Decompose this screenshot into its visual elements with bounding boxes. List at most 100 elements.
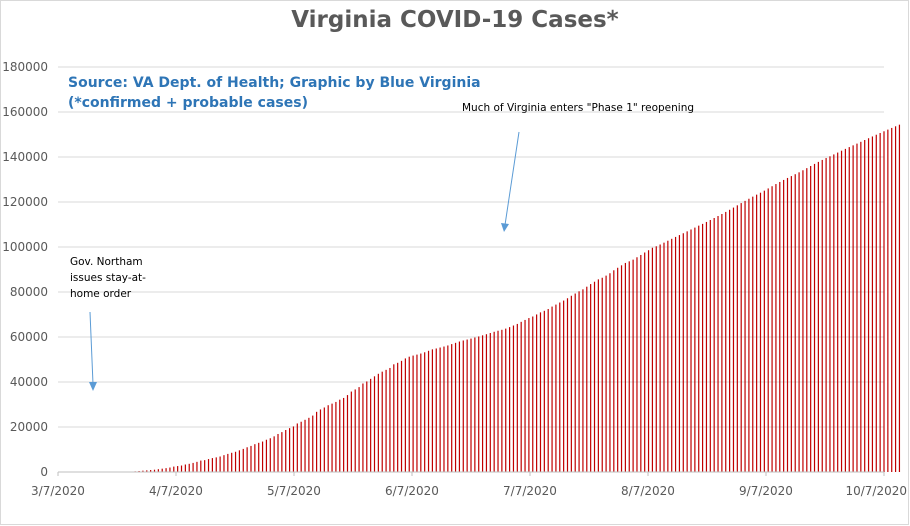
case-bar (451, 344, 453, 472)
case-bar (628, 261, 630, 472)
case-bar (443, 346, 445, 472)
case-bar (539, 312, 542, 472)
case-bar (142, 470, 144, 472)
case-bar (412, 355, 414, 472)
case-bar (732, 207, 735, 472)
case-bar (563, 300, 565, 472)
case-bar (292, 426, 295, 472)
case-bar (296, 423, 298, 472)
case-bar (273, 436, 275, 472)
case-bar (288, 428, 291, 472)
x-tick-label: 5/7/2020 (267, 484, 321, 498)
case-bar (153, 469, 156, 472)
case-bar (509, 327, 511, 472)
case-bar (721, 213, 723, 473)
y-tick-label: 0 (40, 465, 48, 479)
case-bar (736, 205, 738, 472)
case-bar (204, 460, 206, 472)
x-tick-label: 7/7/2020 (503, 484, 557, 498)
case-bar (813, 163, 816, 472)
case-bar (663, 242, 665, 472)
case-bar (701, 223, 704, 472)
case-bar (215, 457, 217, 473)
case-bar (771, 186, 773, 473)
case-bar (709, 220, 711, 472)
chart-title: Virginia COVID-19 Cases* (291, 7, 619, 33)
case-bar (570, 295, 572, 472)
y-axis: 0 20000 40000 60000 80000 100000 120000 140000 1… (2, 60, 48, 479)
case-bar (258, 442, 260, 472)
case-bar (694, 227, 696, 472)
case-bar (528, 318, 530, 472)
case-bar (200, 460, 202, 472)
case-bar (586, 286, 588, 472)
y-tick-label: 20000 (10, 420, 48, 434)
phase1-arrow (504, 131, 520, 226)
case-bar (323, 407, 325, 472)
case-bar (478, 336, 480, 472)
case-bar (439, 347, 441, 472)
case-bar (505, 328, 507, 472)
case-bar (725, 211, 727, 473)
case-bar (532, 316, 534, 472)
case-bar (304, 419, 306, 472)
case-bar (891, 127, 893, 473)
case-bar (705, 221, 708, 472)
case-bar (844, 148, 846, 472)
case-bar (462, 340, 464, 472)
case-bar (894, 126, 897, 472)
case-bar (883, 131, 885, 472)
case-bar (497, 330, 499, 472)
case-bar (601, 277, 603, 472)
case-bar (640, 254, 642, 472)
case-bar (470, 338, 472, 472)
case-bar (678, 235, 681, 472)
case-bar (265, 439, 268, 472)
case-bar (397, 362, 399, 472)
stay-at-home-annotation-line-1: Gov. Northam (70, 256, 143, 268)
case-bar (867, 138, 870, 473)
x-tick-label: 3/7/2020 (31, 484, 85, 498)
case-bar (590, 284, 592, 472)
x-tick-label: 10/7/2020 (845, 484, 907, 498)
case-bar (655, 246, 657, 472)
case-bar (358, 387, 360, 472)
case-bar (578, 291, 580, 472)
case-bar (551, 306, 553, 472)
case-bar (150, 470, 152, 472)
case-bar (617, 267, 619, 472)
case-bar (474, 337, 476, 472)
case-bar (177, 466, 179, 472)
case-bar (644, 252, 646, 472)
case-bar (605, 275, 607, 472)
case-bar (165, 468, 167, 472)
case-bar (848, 147, 850, 472)
gridlines (58, 66, 884, 428)
case-bar (219, 456, 221, 472)
case-bar (860, 141, 862, 472)
case-bar (597, 279, 599, 472)
case-bar (516, 323, 518, 472)
case-bar (238, 450, 241, 472)
case-bar (327, 405, 329, 472)
case-bar (223, 455, 225, 472)
x-axis: 3/7/2020 4/7/2020 5/7/2020 6/7/2020 7/7/2020… (31, 472, 907, 498)
case-bar (593, 281, 596, 472)
case-bar (281, 432, 283, 472)
case-bar (447, 345, 449, 472)
case-bar (180, 465, 183, 472)
case-bar (346, 395, 349, 472)
case-bar (234, 451, 237, 472)
case-bar (231, 452, 233, 472)
case-bar (312, 415, 314, 472)
phase1-arrowhead (501, 223, 509, 232)
case-bar (424, 352, 426, 472)
case-bar (227, 453, 229, 472)
case-bar (366, 381, 368, 472)
case-bar (798, 172, 800, 472)
case-bar (786, 177, 789, 472)
x-tick-label: 9/7/2020 (739, 484, 793, 498)
case-bar (350, 391, 352, 472)
case-bar (713, 218, 715, 472)
case-bar (416, 354, 418, 472)
